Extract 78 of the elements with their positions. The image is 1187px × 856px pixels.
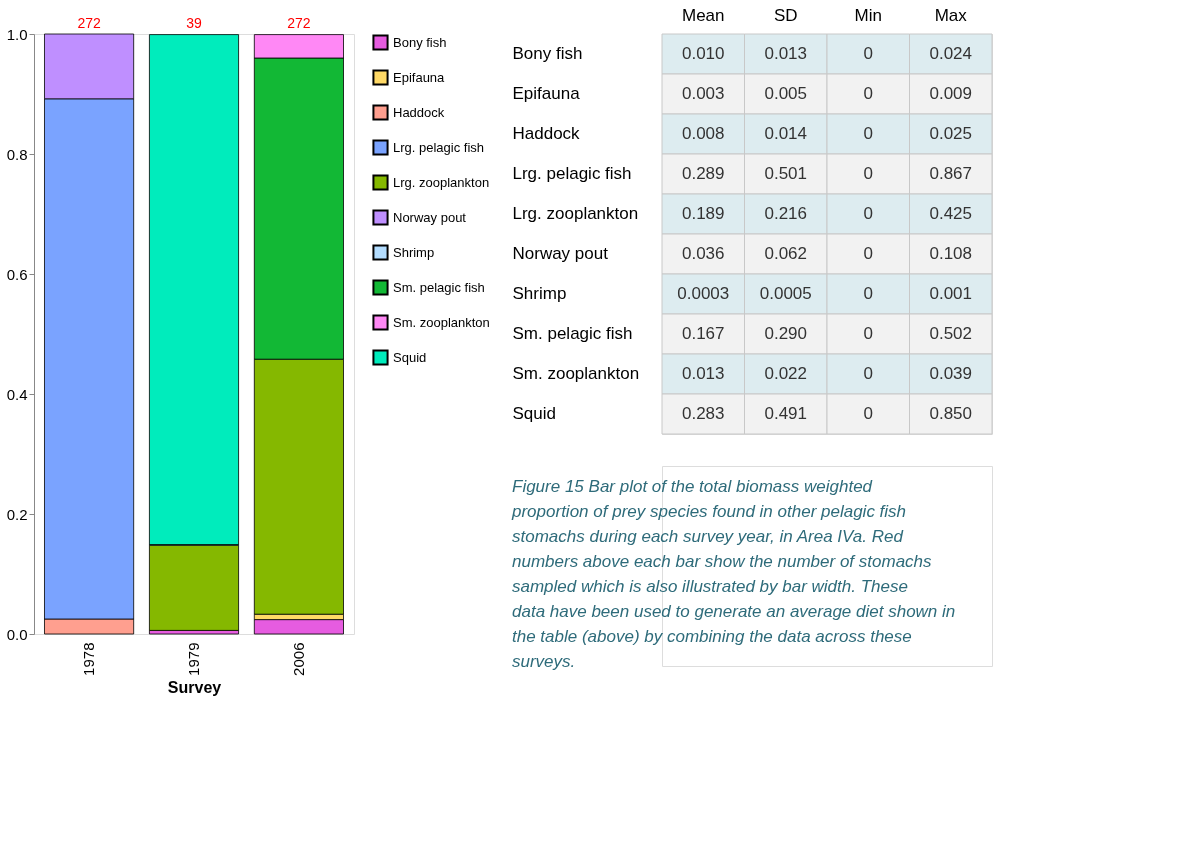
- data-label: 0.022: [764, 364, 808, 383]
- legend-label: Bony fish: [393, 34, 447, 50]
- data-label: 0: [863, 124, 873, 143]
- x-axis-title: Survey: [167, 678, 222, 696]
- data-label: 0.289: [681, 164, 725, 183]
- y-tick-label: Haddock: [512, 124, 581, 143]
- data-label: 0: [863, 404, 873, 423]
- data-label: 0.013: [764, 44, 808, 63]
- data-label: 0.108: [929, 244, 973, 263]
- data-label: 0.867: [929, 164, 973, 183]
- data-label: 0.425: [929, 204, 973, 223]
- data-label: 0.009: [929, 84, 973, 103]
- data-label: 0.010: [681, 44, 725, 63]
- data-label: 0: [863, 204, 873, 223]
- data-label: 0.290: [764, 324, 808, 343]
- y-tick-label: 0.4: [6, 385, 28, 403]
- x-tick-label: Min: [854, 5, 882, 25]
- y-tick-label: Sm. zooplankton: [512, 364, 640, 383]
- data-label: 0.0003: [677, 284, 730, 303]
- x-tick-label: Max: [934, 5, 968, 25]
- data-label: 0.0005: [759, 284, 812, 303]
- data-label: 0.001: [929, 284, 973, 303]
- y-tick-label: Squid: [512, 404, 556, 423]
- data-label: 0.014: [764, 124, 808, 143]
- data-label: 0.502: [929, 324, 973, 343]
- y-tick-label: Shrimp: [512, 284, 567, 303]
- data-label: 0.216: [764, 204, 808, 223]
- caption: Figure 15 Bar plot of the total biomass weighted proportion of prey species found in other pelagic fish stomachs during each survey year, in Area IVa. Red numbers above each bar show the number of stomachs sampled which is also illustrated by bar width. These data have been used to generate an average diet shown in the table (above) by combining the data across these surveys.: [511, 476, 956, 671]
- annotation: 272: [77, 15, 101, 31]
- legend-label: Lrg. zooplankton: [393, 174, 490, 190]
- x-tick-label: Mean: [681, 5, 725, 25]
- x-tick-label: 2006: [289, 642, 307, 676]
- data-label: 0: [863, 284, 873, 303]
- data-label: 0.501: [764, 164, 808, 183]
- y-tick-label: Norway pout: [512, 244, 609, 263]
- data-label: 0: [863, 244, 873, 263]
- y-tick-label: 0.0: [6, 625, 28, 643]
- legend-label: Epifauna: [393, 69, 446, 85]
- y-tick-label: Sm. pelagic fish: [512, 324, 633, 343]
- y-tick-label: Lrg. pelagic fish: [512, 164, 632, 183]
- data-label: 0.062: [764, 244, 808, 263]
- y-tick-label: 0.8: [6, 145, 28, 163]
- legend-label: Sm. zooplankton: [393, 314, 490, 330]
- data-label: 0.025: [929, 124, 973, 143]
- legend-label: Squid: [393, 349, 427, 365]
- y-tick-label: 0.2: [6, 505, 28, 523]
- legend-label: Lrg. pelagic fish: [393, 139, 485, 155]
- y-tick-label: Lrg. zooplankton: [512, 204, 639, 223]
- y-tick-label: 1.0: [6, 25, 28, 43]
- legend-label: Shrimp: [393, 244, 435, 260]
- data-label: 0: [863, 364, 873, 383]
- data-label: 0.024: [929, 44, 973, 63]
- y-tick-label: Bony fish: [512, 44, 583, 63]
- data-label: 0.167: [681, 324, 725, 343]
- data-label: 0.008: [681, 124, 725, 143]
- data-label: 0: [863, 164, 873, 183]
- data-label: 0.036: [681, 244, 725, 263]
- data-label: 0: [863, 44, 873, 63]
- legend-label: Norway pout: [393, 209, 467, 225]
- data-label: 0: [863, 324, 873, 343]
- annotation: 272: [287, 15, 311, 31]
- y-tick-label: Epifauna: [512, 84, 581, 103]
- data-label: 0.283: [681, 404, 725, 423]
- data-label: 0.013: [681, 364, 725, 383]
- y-tick-label: 0.6: [6, 265, 28, 283]
- x-tick-label: 1978: [80, 642, 98, 676]
- data-label: 0: [863, 84, 873, 103]
- data-label: 0.003: [681, 84, 725, 103]
- data-label: 0.189: [681, 204, 725, 223]
- x-tick-label: 1979: [185, 642, 202, 676]
- legend-label: Sm. pelagic fish: [393, 279, 485, 295]
- x-tick-label: SD: [773, 5, 798, 25]
- data-label: 0.005: [764, 84, 808, 103]
- legend-label: Haddock: [393, 104, 445, 120]
- data-label: 0.850: [929, 404, 973, 423]
- data-label: 0.039: [929, 364, 973, 383]
- annotation: 39: [186, 15, 202, 31]
- data-label: 0.491: [764, 404, 808, 423]
